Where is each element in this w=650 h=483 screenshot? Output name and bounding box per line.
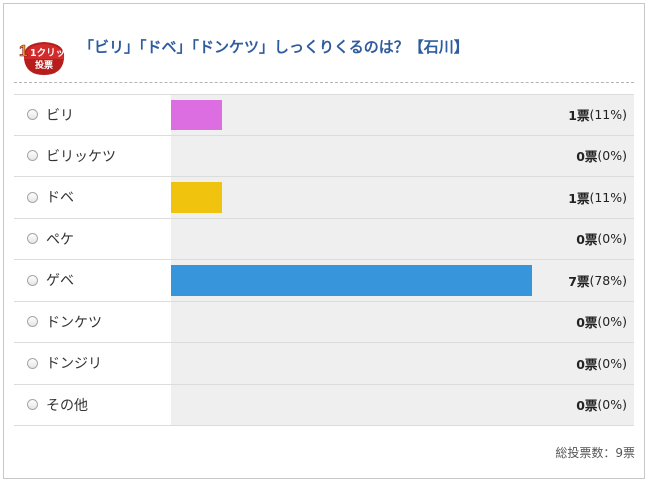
vote-percent: (0%) [597,231,627,247]
poll-option-choice[interactable]: ドンジリ [14,343,171,384]
result-bar [171,182,222,213]
poll-option-row: ビリッケツ 0票 (0%) [14,135,634,177]
vote-count: 0票 (0%) [576,343,627,384]
title-divider [14,82,634,83]
result-track: 0票 (0%) [171,135,634,177]
option-label: ドンジリ [46,356,102,373]
vote-count: 0票 (0%) [576,385,627,426]
option-label: ペケ [46,231,74,248]
one-click-vote-badge-icon: 1 1クリック 投票 [19,42,70,75]
vote-count: 1票 (11%) [568,177,627,218]
vote-number: 1票 [568,108,590,124]
option-label: ドンケツ [46,314,102,331]
badge-bottom-text: 投票 [35,59,53,71]
radio-button[interactable] [27,357,38,369]
poll-option-row: ビリ 1票 (11%) [14,94,634,136]
vote-percent: (0%) [597,355,627,371]
vote-number: 0票 [576,232,598,248]
result-track: 7票 (78%) [171,260,634,301]
vote-percent: (11%) [589,107,627,123]
poll-option-row: ドンジリ 0票 (0%) [14,343,634,385]
vote-number: 7票 [568,273,590,289]
poll-option-choice[interactable]: その他 [14,384,171,425]
option-label: ゲベ [46,273,74,290]
option-label: ビリ [46,107,74,124]
result-track: 0票 (0%) [171,301,634,343]
vote-percent: (78%) [589,272,627,288]
vote-number: 0票 [576,315,598,331]
vote-count: 1票 (11%) [568,95,627,135]
svg-text:1: 1 [19,43,28,60]
poll-option-row: その他 0票 (0%) [14,384,634,426]
poll-option-row: ドンケツ 0票 (0%) [14,301,634,343]
result-bar [171,100,222,130]
poll-option-row: ゲベ 7票 (78%) [14,260,634,302]
result-track: 1票 (11%) [171,177,634,218]
poll-title: 「ビリ」「ドベ」「ドンケツ」しっくりくるのは？【石川】 [79,38,469,56]
vote-percent: (0%) [597,148,627,164]
vote-number: 1票 [568,190,590,206]
result-track: 0票 (0%) [171,343,634,384]
poll-option-choice[interactable]: ビリッケツ [14,135,171,176]
result-bar [171,265,533,296]
radio-button[interactable] [27,150,38,162]
poll-option-choice[interactable]: ドベ [14,177,171,218]
option-label: その他 [46,397,88,414]
vote-count: 0票 (0%) [576,302,627,343]
radio-button[interactable] [27,233,38,245]
result-track: 0票 (0%) [171,218,634,260]
total-votes: 総投票数：9票 [555,446,635,460]
radio-button[interactable] [27,274,38,286]
vote-percent: (0%) [597,314,627,330]
vote-count: 0票 (0%) [576,219,627,260]
vote-count: 0票 (0%) [576,136,627,177]
poll-options: ビリ 1票 (11%) ビリッケツ 0票 (0%) ドベ 1票 (11%) ペケ 0票 (0%) ゲベ 7… [14,94,634,426]
poll-option-choice[interactable]: ペケ [14,218,171,259]
radio-button[interactable] [27,191,38,203]
vote-percent: (0%) [597,397,627,413]
poll-option-choice[interactable]: ドンケツ [14,301,171,342]
result-track: 1票 (11%) [171,95,634,135]
poll-option-choice[interactable]: ゲベ [14,260,171,301]
option-label: ドベ [46,190,74,207]
vote-number: 0票 [576,356,598,372]
vote-percent: (11%) [589,189,627,205]
vote-number: 0票 [576,398,598,414]
poll-option-row: ドベ 1票 (11%) [14,177,634,219]
option-label: ビリッケツ [46,148,116,165]
radio-button[interactable] [27,109,38,121]
vote-count: 7票 (78%) [568,260,627,301]
vote-number: 0票 [576,149,598,165]
radio-button[interactable] [27,399,38,411]
poll-option-row: ペケ 0票 (0%) [14,218,634,260]
radio-button[interactable] [27,316,38,328]
badge-top-text: 1クリック [30,48,70,59]
poll-option-choice[interactable]: ビリ [14,95,171,135]
result-track: 0票 (0%) [171,384,634,426]
